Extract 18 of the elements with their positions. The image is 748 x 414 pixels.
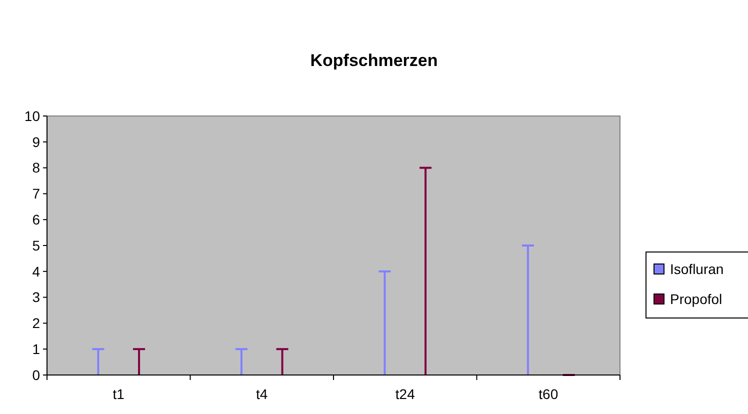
y-tick-label: 9 [32, 134, 40, 150]
y-tick-label: 0 [32, 366, 40, 383]
y-tick-label: 3 [32, 289, 40, 306]
legend-label: Propofol [670, 290, 722, 307]
legend-label: Isofluran [670, 260, 724, 277]
y-tick-label: 4 [32, 263, 40, 280]
y-tick-label: 2 [32, 315, 40, 332]
x-tick-label: t4 [256, 386, 268, 402]
y-tick-label: 5 [32, 237, 40, 254]
y-tick-label: 7 [32, 186, 40, 202]
x-tick-label: t1 [112, 386, 125, 402]
y-tick-label: 6 [32, 212, 40, 228]
chart-title: Kopfschmerzen [310, 51, 438, 70]
y-tick-label: 1 [32, 341, 40, 357]
x-tick-label: t24 [395, 386, 416, 402]
y-tick-label: 8 [32, 160, 40, 176]
x-tick-label: t60 [538, 386, 558, 402]
y-tick-label: 10 [24, 108, 40, 124]
